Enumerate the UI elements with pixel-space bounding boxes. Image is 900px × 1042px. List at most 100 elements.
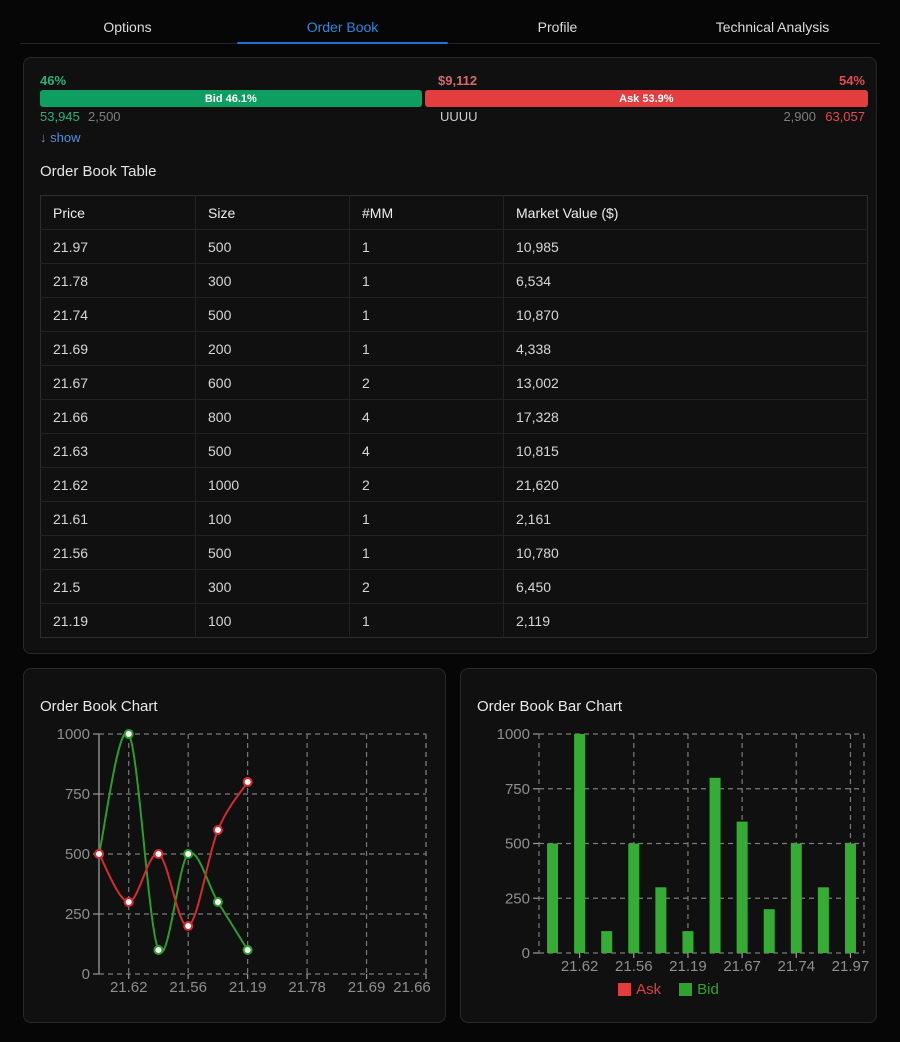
cell-price: 21.67 — [40, 365, 196, 400]
x-axis-tick-label: 21.97 — [832, 958, 870, 975]
tab-order-book[interactable]: Order Book — [235, 10, 450, 44]
bar — [547, 843, 559, 953]
bar — [655, 887, 667, 953]
data-point-ask — [153, 849, 164, 859]
cell-market-value: 4,338 — [503, 331, 868, 366]
cell-price: 21.69 — [40, 331, 196, 366]
cell-price: 21.63 — [40, 433, 196, 468]
data-point-bid — [242, 945, 253, 955]
data-point-bid — [153, 945, 164, 955]
tab-technical-analysis[interactable]: Technical Analysis — [665, 10, 880, 43]
data-point-ask — [242, 777, 253, 787]
legend-swatch-ask — [618, 983, 632, 996]
cell-mm: 1 — [349, 229, 504, 264]
order-book-chart-card: Order Book Chart 0 250 500 750 1000 21.62 21.5… — [23, 668, 446, 1023]
cell-size: 1000 — [195, 467, 350, 502]
tab-options[interactable]: Options — [20, 10, 235, 43]
ask-percent-label: 54% — [838, 73, 865, 88]
tab-order-book-label: Order Book — [306, 18, 379, 35]
cell-size: 500 — [195, 433, 350, 468]
cell-market-value: 17,328 — [503, 399, 868, 434]
bar — [601, 931, 613, 953]
tab-technical-analysis-label: Technical Analysis — [715, 18, 830, 35]
cell-size: 100 — [195, 501, 350, 536]
x-axis-tick-label: 21.56 — [615, 958, 653, 975]
table-row: 21.69 200 1 4,338 — [40, 331, 868, 366]
x-axis-tick-label: 21.67 — [723, 958, 761, 975]
tab-bar: Options Order Book Profile Technical Ana… — [20, 10, 880, 44]
table-row: 21.66 800 4 17,328 — [40, 399, 868, 434]
show-link-label: show — [50, 130, 81, 145]
y-axis-tick-label: 1000 — [497, 726, 530, 743]
show-link[interactable]: ↓ show — [40, 130, 80, 145]
x-axis-tick-label: 21.66 — [393, 979, 431, 996]
bar — [817, 887, 829, 953]
table-row: 21.5 300 2 6,450 — [40, 569, 868, 604]
legend-item-ask: Ask — [618, 981, 661, 998]
cell-mm: 2 — [349, 365, 504, 400]
bid-ask-ratio-bar: Bid 46.1% Ask 53.9% — [40, 90, 868, 107]
mid-price-value: $9,112 — [438, 73, 478, 88]
table-row: 21.97 500 1 10,985 — [40, 229, 868, 264]
y-axis-tick-label: 250 — [505, 890, 530, 907]
line-chart-title: Order Book Chart — [40, 698, 158, 715]
bar — [790, 843, 802, 953]
tab-profile-label: Profile — [537, 18, 578, 35]
table-header-row: Price Size #MM Market Value ($) — [40, 195, 868, 230]
cell-market-value: 10,780 — [503, 535, 868, 570]
cell-mm: 4 — [349, 433, 504, 468]
order-book-table-title: Order Book Table — [40, 163, 157, 180]
column-header-market-value: Market Value ($) — [516, 204, 619, 221]
ask-bar-segment: Ask 53.9% — [424, 90, 868, 107]
x-axis-tick-label: 21.74 — [778, 958, 816, 975]
cell-price: 21.78 — [40, 263, 196, 298]
cell-mm: 2 — [349, 569, 504, 604]
bar — [574, 734, 586, 953]
table-row: 21.61 100 1 2,161 — [40, 501, 868, 536]
table-row: 21.78 300 1 6,534 — [40, 263, 868, 298]
tab-options-label: Options — [103, 18, 152, 35]
cell-mm: 1 — [349, 501, 504, 536]
x-axis-tick-label: 21.19 — [229, 979, 267, 996]
x-axis-tick-label: 21.62 — [110, 979, 148, 996]
data-point-bid — [183, 849, 194, 859]
cell-price: 21.74 — [40, 297, 196, 332]
table-row: 21.74 500 1 10,870 — [40, 297, 868, 332]
y-axis-tick-label: 500 — [505, 836, 530, 853]
chart-legend: Ask Bid — [461, 981, 876, 998]
bar — [682, 931, 694, 953]
cell-size: 300 — [195, 569, 350, 604]
tab-profile[interactable]: Profile — [450, 10, 665, 43]
y-axis-tick-label: 750 — [65, 786, 90, 803]
x-axis-tick-label: 21.62 — [561, 958, 599, 975]
cell-market-value: 10,985 — [503, 229, 868, 264]
cell-market-value: 2,119 — [503, 603, 868, 638]
bar — [844, 843, 856, 953]
column-header-size: Size — [195, 195, 350, 230]
cell-market-value: 21,620 — [503, 467, 868, 502]
data-point-ask — [212, 825, 223, 835]
y-axis-tick-label: 0 — [522, 945, 530, 962]
table-row: 21.62 1000 2 21,620 — [40, 467, 868, 502]
cell-price: 21.5 — [40, 569, 196, 604]
x-axis-tick-label: 21.56 — [169, 979, 207, 996]
cell-market-value: 13,002 — [503, 365, 868, 400]
bid-percent-label: 46% — [40, 73, 67, 88]
bar — [736, 821, 748, 953]
x-axis-tick-label: 21.69 — [348, 979, 386, 996]
cell-price: 21.56 — [40, 535, 196, 570]
x-axis-tick-label: 21.78 — [288, 979, 326, 996]
cell-mm: 2 — [349, 467, 504, 502]
cell-mm: 1 — [349, 603, 504, 638]
cell-size: 500 — [195, 297, 350, 332]
cell-market-value: 10,815 — [503, 433, 868, 468]
bid-bar-segment: Bid 46.1% — [40, 90, 422, 107]
bid-total-volume: 53,945 — [40, 109, 80, 124]
data-point-ask — [123, 897, 134, 907]
legend-swatch-bid — [679, 983, 693, 996]
cell-price: 21.62 — [40, 467, 196, 502]
order-book-bar-chart: 0 250 500 750 1000 21.62 21.56 21.19 21.67 21.74 2… — [497, 726, 870, 975]
table-row: 21.67 600 2 13,002 — [40, 365, 868, 400]
order-book-bar-chart-card: Order Book Bar Chart 0 250 500 750 1000 21.62… — [460, 668, 877, 1023]
bid-size-value: 2,500 — [88, 109, 121, 124]
